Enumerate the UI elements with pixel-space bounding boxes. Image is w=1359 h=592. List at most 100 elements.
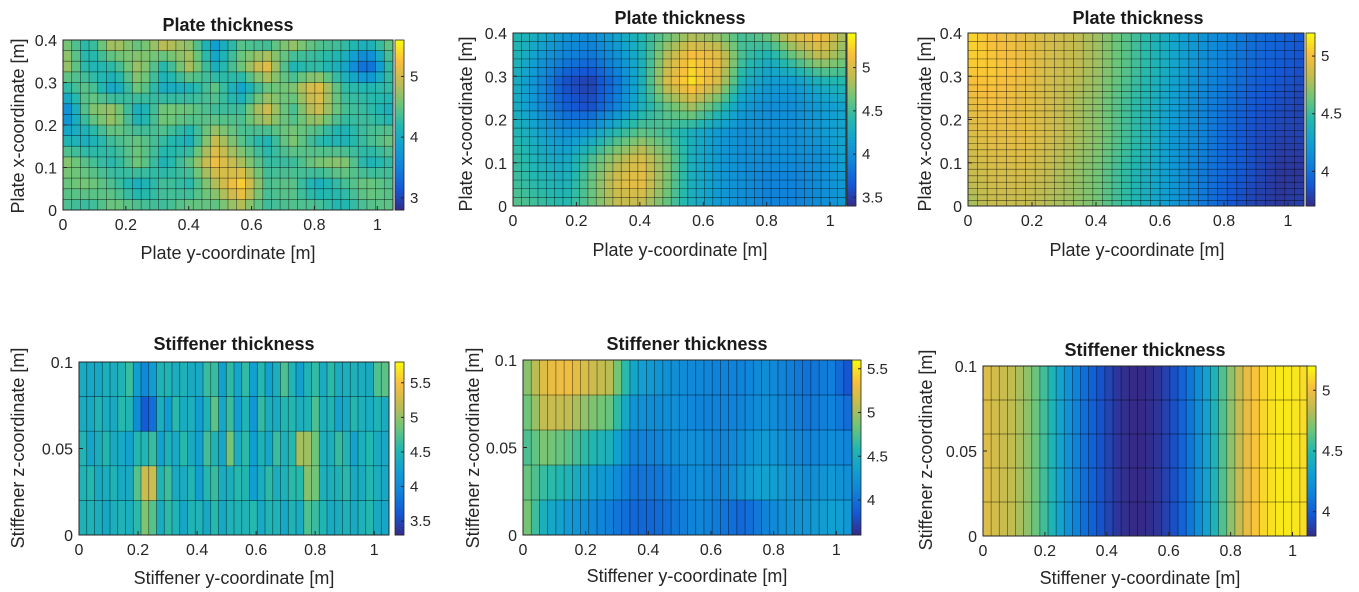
heatmap-cell [968,91,978,99]
heatmap-cell [1054,91,1065,99]
colorbar-segment [847,105,856,109]
heatmap-cell [629,84,639,94]
heatmap-cell [696,93,705,103]
colorbar-segment [395,113,404,117]
heatmap-cell [167,178,177,190]
heatmap-cell [720,360,730,396]
heatmap-cell [646,128,655,138]
heatmap-cell [1073,84,1084,92]
heatmap-cell [1131,136,1142,144]
heatmap-cell [695,465,705,501]
heatmap-cell [819,360,828,396]
heatmap-cell [562,67,572,77]
heatmap-cell [241,362,250,397]
heatmap-cell [115,199,125,211]
heatmap-cell [1150,175,1161,183]
colorbar-segment [847,107,856,112]
colorbar-segment [847,47,856,51]
heatmap-cell [1217,117,1228,125]
heatmap-cell [1140,169,1151,177]
colorbar-segment [395,193,404,197]
heatmap-cell [1121,123,1132,131]
heatmap-cell [1064,117,1074,125]
heatmap-cell [1016,41,1026,51]
colorbar-segment [1307,507,1316,511]
heatmap-cell [193,40,203,52]
heatmap-cell [562,33,572,43]
colorbar-segment [852,511,861,516]
heatmap-cell [746,50,755,60]
heatmap-cell [1294,156,1305,164]
heatmap-cell [1112,175,1122,183]
heatmap-cell [546,197,556,207]
heatmap-cell [829,171,839,181]
heatmap-cell [1208,162,1218,170]
heatmap-cell [306,199,316,211]
heatmap-cell [1035,194,1046,201]
heatmap-cell [288,125,298,137]
colorbar-segment [852,444,861,448]
heatmap-cell [1025,104,1036,112]
x-tick-label: 1 [832,542,841,559]
heatmap-cell [654,110,664,120]
heatmap-cell [1080,366,1090,401]
heatmap-cell [210,146,220,158]
heatmap-cell [1227,58,1238,68]
heatmap-cell [529,93,539,103]
heatmap-cell [1265,130,1276,138]
heatmap-cell [987,123,998,131]
heatmap-cell [1275,143,1286,151]
heatmap-cell [1025,162,1036,170]
heatmap-cell [1179,117,1190,125]
heatmap-cell [1121,434,1130,469]
heatmap-cell [761,395,771,431]
heatmap-cell [257,431,266,467]
heatmap-cell [148,431,157,467]
heatmap-cell [1267,434,1276,469]
colorbar-segment [1306,93,1315,97]
heatmap-cell [1188,110,1199,118]
heatmap-cell [654,58,664,68]
heatmap-cell [546,128,556,138]
heatmap-cell [1236,110,1247,118]
colorbar-segment [1306,99,1315,103]
heatmap-cell [340,50,350,62]
heatmap-cell [1208,188,1218,196]
heatmap-cell [629,67,639,77]
heatmap-cell [996,50,1007,60]
heatmap-cell [687,136,697,146]
heatmap-cell [1073,200,1084,207]
colorbar-segment [1306,148,1315,152]
heatmap-cell [1073,143,1084,151]
heatmap-cell [1169,110,1180,118]
heatmap-cell [262,199,272,211]
heatmap-cell [1256,162,1266,170]
heatmap-cell [106,40,116,52]
heatmap-cell [987,130,998,138]
heatmap-cell [89,114,99,126]
heatmap-cell [236,50,246,62]
heatmap-cell [554,162,564,172]
heatmap-cell [1137,400,1146,435]
heatmap-cell [1073,175,1084,183]
heatmap-cell [1121,175,1132,183]
colorbar-segment [852,462,861,466]
colorbar-segment [1307,368,1316,373]
heatmap-cell [1064,366,1073,401]
heatmap-cell [638,500,647,536]
heatmap-cell [1129,468,1138,503]
heatmap-cell [375,71,385,83]
colorbar: 44.555.5 [851,359,888,536]
heatmap-cell [529,110,539,120]
heatmap-cell [272,431,281,467]
heatmap-cell [754,93,764,103]
colorbar-segment [1307,397,1316,401]
heatmap-cell [115,50,125,62]
chart-panel-5: Stiffener thickness 0 0.2 0.4 0.6 0.8 1 0 0.05… [455,320,900,592]
heatmap-cell [236,40,246,52]
heatmap-cell [1256,149,1266,157]
heatmap-cell [1188,156,1199,164]
heatmap-cell [529,33,539,43]
heatmap-cell [629,430,639,466]
heatmap-cell [796,180,805,190]
